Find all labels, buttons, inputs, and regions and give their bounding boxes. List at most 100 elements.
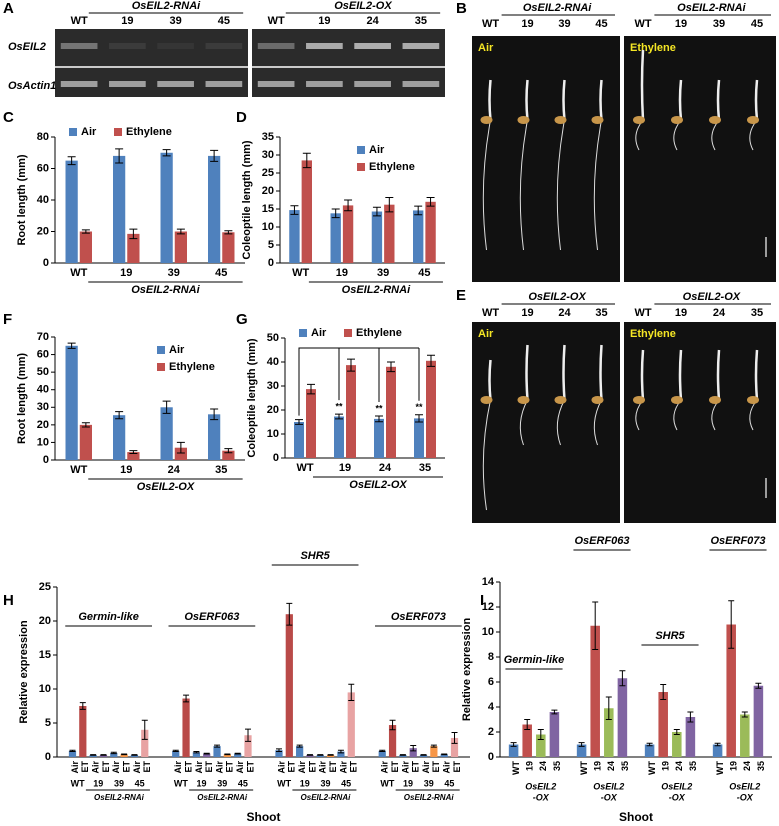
bar <box>712 744 723 757</box>
error-bar <box>337 749 344 754</box>
bar <box>234 753 242 757</box>
gel-band <box>306 43 343 49</box>
panel-letter: B <box>456 0 467 17</box>
seed <box>591 396 604 404</box>
y-tick-label: 0 <box>268 257 274 269</box>
error-bar <box>387 361 395 373</box>
x-tick-label: WT <box>579 761 589 775</box>
seedling-root <box>519 119 528 251</box>
bar <box>113 415 126 460</box>
error-bar <box>81 422 90 428</box>
lane-label: 24 <box>558 307 571 319</box>
gel-band <box>205 43 243 49</box>
significance: ** <box>415 402 423 412</box>
bar <box>522 724 532 757</box>
condition-label: ET <box>390 761 400 773</box>
seed <box>747 116 759 124</box>
x-tick-label: WT <box>296 462 313 474</box>
y-tick-label: 12 <box>482 601 494 613</box>
lane-label: 19 <box>521 307 533 319</box>
error-bar <box>379 749 386 753</box>
y-tick-label: 60 <box>37 162 49 174</box>
seed <box>671 116 683 124</box>
gel-band <box>402 81 440 87</box>
bracket <box>298 347 419 416</box>
error-bar <box>306 754 313 756</box>
error-bar <box>605 696 612 720</box>
error-bar <box>176 228 185 235</box>
bar <box>740 714 750 757</box>
gene-label: Germin-like <box>504 654 565 666</box>
bar <box>371 211 383 263</box>
x-tick-label: 19 <box>300 778 310 788</box>
bar <box>120 754 128 757</box>
error-bar <box>100 754 107 756</box>
seedling-shoot <box>488 359 492 401</box>
seed <box>517 396 530 404</box>
x-tick-label: 45 <box>444 778 454 788</box>
error-bar <box>646 742 653 747</box>
bar <box>536 734 546 757</box>
error-bar <box>687 711 694 723</box>
bar <box>172 750 180 757</box>
y-tick-label: 8 <box>488 651 494 663</box>
error-bar <box>307 383 315 395</box>
bar <box>330 213 341 263</box>
x-tick-label: 24 <box>606 761 616 771</box>
bar <box>222 450 235 460</box>
lane-label: 19 <box>318 15 330 27</box>
condition-label: ET <box>328 761 338 773</box>
condition-label: Air <box>338 761 348 774</box>
condition-label: ET <box>204 761 214 773</box>
seedling-root <box>482 399 491 511</box>
panel-letter: I <box>480 592 484 609</box>
bar <box>672 732 682 757</box>
error-bar <box>592 601 599 650</box>
x-tick-label: 45 <box>418 267 430 279</box>
x-tick-label: 39 <box>114 778 124 788</box>
condition-label: Air <box>132 761 142 774</box>
seedling-shoot <box>525 79 529 121</box>
x-tick-label: 35 <box>552 761 562 771</box>
y-axis-label: Root length (mm) <box>16 154 28 245</box>
treatment-label: Ethylene <box>630 42 676 54</box>
y-tick-label: 30 <box>267 380 279 392</box>
group-label: -OX <box>737 792 754 802</box>
error-bar <box>90 754 97 756</box>
y-tick-label: 15 <box>39 649 51 661</box>
bar <box>409 748 417 757</box>
x-tick-label: 35 <box>215 464 227 476</box>
bar <box>289 210 300 263</box>
error-bar <box>551 709 558 715</box>
gel-band <box>306 81 343 87</box>
seed <box>747 396 759 404</box>
y-tick-label: 20 <box>39 615 51 627</box>
error-bar <box>81 229 90 234</box>
error-bar <box>162 400 171 414</box>
x-tick-label: 24 <box>538 761 548 771</box>
bar <box>222 232 235 263</box>
error-bar <box>302 152 311 169</box>
group-label: OsEIL2-RNAi <box>523 2 592 14</box>
seed <box>709 116 721 124</box>
y-tick-label: 40 <box>267 356 279 368</box>
error-bar <box>619 670 626 687</box>
y-tick-label: 25 <box>262 167 274 179</box>
group-label: -OX <box>533 792 550 802</box>
seed <box>554 116 567 124</box>
x-tick-label: 24 <box>379 462 392 474</box>
bar <box>316 754 324 757</box>
y-tick-label: 25 <box>39 581 51 593</box>
x-tick-label: 19 <box>729 761 739 771</box>
lane-label: 39 <box>558 18 570 30</box>
error-bar <box>348 683 355 702</box>
lane-label: 45 <box>751 18 763 30</box>
bar <box>68 750 77 757</box>
error-bar <box>399 754 406 756</box>
gene-label: OsERF063 <box>184 611 239 623</box>
bar <box>440 754 448 757</box>
gene-label: Germin-like <box>78 611 139 623</box>
error-bar <box>176 441 185 454</box>
x-tick-label: 19 <box>197 778 207 788</box>
lane-label: 35 <box>595 307 607 319</box>
